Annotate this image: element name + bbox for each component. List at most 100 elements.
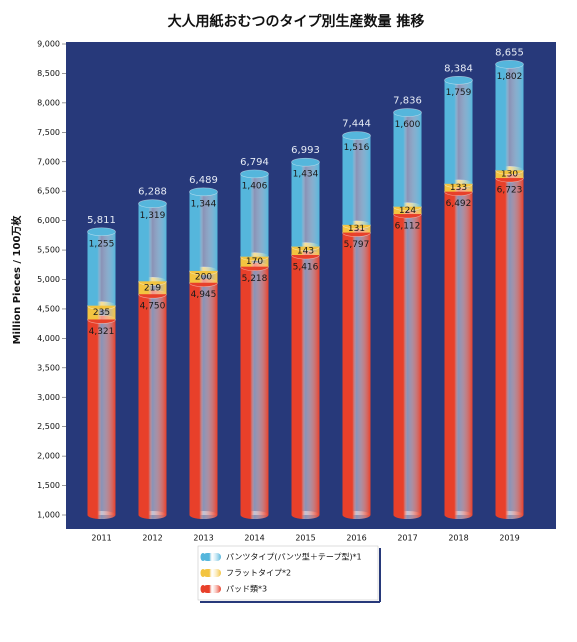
data-label: 1,802 bbox=[497, 72, 523, 82]
bar-segment bbox=[240, 256, 269, 267]
total-label: 7,836 bbox=[393, 96, 422, 107]
x-tick-label: 2015 bbox=[295, 534, 315, 543]
legend-swatch-top bbox=[200, 553, 206, 561]
y-tick-label: 1,000 bbox=[37, 511, 60, 520]
x-tick-label: 2011 bbox=[91, 534, 111, 543]
bar-segment bbox=[291, 255, 320, 515]
x-tick-label: 2014 bbox=[244, 534, 264, 543]
y-tick-label: 5,000 bbox=[37, 275, 60, 284]
total-label: 8,384 bbox=[444, 63, 473, 74]
legend-box bbox=[197, 545, 379, 601]
bar-segment bbox=[342, 135, 371, 225]
data-label: 1,319 bbox=[140, 211, 166, 221]
data-label: 131 bbox=[348, 224, 365, 234]
y-tick-label: 6,000 bbox=[37, 216, 60, 225]
x-tick-label: 2019 bbox=[499, 534, 519, 543]
legend-label: パンツタイプ(パンツ型＋テープ型)*1 bbox=[226, 553, 362, 562]
legend-swatch bbox=[203, 569, 221, 577]
data-label: 1,406 bbox=[242, 181, 268, 191]
bar-segment bbox=[87, 231, 116, 306]
data-label: 124 bbox=[399, 206, 416, 216]
data-label: 143 bbox=[297, 246, 314, 256]
cylinder-top bbox=[87, 227, 116, 237]
y-tick-label: 2,000 bbox=[37, 452, 60, 461]
cylinder-top bbox=[342, 131, 371, 140]
data-label: 1,600 bbox=[395, 120, 421, 130]
legend-label: フラットタイプ*2 bbox=[226, 569, 291, 578]
bar-segment bbox=[495, 64, 524, 171]
bar-segment bbox=[291, 162, 320, 247]
y-tick-label: 1,500 bbox=[37, 481, 60, 490]
total-label: 6,993 bbox=[291, 145, 320, 156]
bar-segment bbox=[189, 282, 218, 515]
cylinder-top bbox=[138, 199, 167, 208]
y-tick-label: 4,500 bbox=[37, 304, 60, 313]
bar-segment bbox=[87, 319, 116, 515]
bar-segment bbox=[240, 173, 269, 257]
data-label: 5,218 bbox=[242, 274, 268, 284]
bar-segment bbox=[393, 214, 422, 515]
chart-title: 大人用紙おむつのタイプ別生産数量 推移 bbox=[168, 13, 425, 30]
total-label: 6,288 bbox=[138, 187, 167, 198]
data-label: 133 bbox=[450, 183, 467, 193]
data-label: 6,112 bbox=[395, 222, 421, 232]
bar-segment bbox=[444, 191, 473, 515]
legend-swatch bbox=[203, 585, 221, 593]
cylinder-top bbox=[444, 75, 473, 85]
data-label: 6,492 bbox=[446, 199, 472, 209]
x-tick-label: 2017 bbox=[397, 534, 417, 543]
data-label: 219 bbox=[144, 283, 161, 293]
data-label: 5,797 bbox=[344, 240, 370, 250]
y-axis-label: Million Pieces / 100万枚 bbox=[10, 215, 23, 345]
y-tick-label: 3,000 bbox=[37, 393, 60, 402]
total-label: 6,489 bbox=[189, 175, 218, 186]
cylinder-top bbox=[495, 60, 524, 69]
y-tick-label: 9,000 bbox=[37, 40, 60, 49]
y-tick-label: 6,500 bbox=[37, 187, 60, 196]
data-label: 4,945 bbox=[191, 290, 217, 300]
bar-segment bbox=[138, 203, 167, 282]
data-label: 1,434 bbox=[293, 170, 319, 180]
y-tick-label: 4,000 bbox=[37, 334, 60, 343]
bar-segment bbox=[189, 191, 218, 271]
y-tick-label: 3,500 bbox=[37, 363, 60, 372]
cylinder-top bbox=[189, 187, 218, 197]
legend-label: パッド類*3 bbox=[226, 584, 267, 594]
total-label: 6,794 bbox=[240, 157, 269, 168]
data-label: 4,321 bbox=[89, 327, 115, 337]
data-label: 1,759 bbox=[446, 88, 472, 98]
data-label: 5,416 bbox=[293, 263, 319, 273]
y-tick-label: 5,500 bbox=[37, 246, 60, 255]
data-label: 4,750 bbox=[140, 302, 166, 312]
bar-segment bbox=[393, 112, 422, 207]
cylinder-top bbox=[291, 157, 320, 167]
data-label: 235 bbox=[93, 308, 110, 318]
legend-swatch bbox=[203, 553, 221, 561]
y-tick-label: 7,000 bbox=[37, 157, 60, 166]
bar-segment bbox=[240, 266, 269, 515]
data-label: 1,344 bbox=[191, 199, 217, 209]
total-label: 7,444 bbox=[342, 119, 371, 130]
cylinder-top bbox=[393, 108, 422, 117]
x-tick-label: 2018 bbox=[448, 534, 468, 543]
total-label: 5,811 bbox=[87, 215, 116, 226]
data-label: 200 bbox=[195, 272, 212, 282]
x-tick-label: 2012 bbox=[142, 534, 162, 543]
bar-segment bbox=[342, 232, 371, 515]
legend-swatch-top bbox=[200, 569, 206, 577]
y-tick-label: 8,000 bbox=[37, 98, 60, 107]
data-label: 1,255 bbox=[89, 239, 115, 249]
data-label: 130 bbox=[501, 170, 518, 180]
y-tick-label: 8,500 bbox=[37, 69, 60, 78]
bar-segment bbox=[444, 80, 473, 184]
x-tick-label: 2013 bbox=[193, 534, 213, 543]
x-tick-label: 2016 bbox=[346, 534, 366, 543]
bar-segment bbox=[189, 270, 218, 283]
bar-segment bbox=[495, 178, 524, 515]
cylinder-top bbox=[240, 169, 269, 179]
data-label: 170 bbox=[246, 257, 263, 267]
y-tick-label: 7,500 bbox=[37, 128, 60, 137]
y-tick-label: 2,500 bbox=[37, 422, 60, 431]
